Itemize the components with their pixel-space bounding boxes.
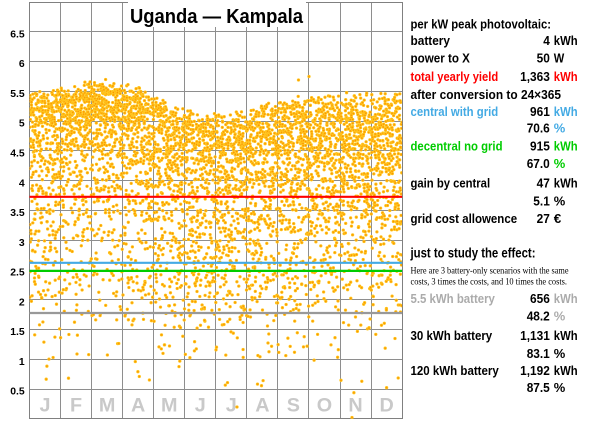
svg-text:4: 4 bbox=[19, 178, 25, 189]
svg-text:A: A bbox=[255, 395, 269, 417]
svg-text:5: 5 bbox=[19, 119, 25, 130]
svg-text:S: S bbox=[287, 395, 300, 417]
svg-text:N: N bbox=[348, 395, 362, 417]
svg-text:Uganda — Kampala: Uganda — Kampala bbox=[130, 6, 304, 28]
svg-text:0.5: 0.5 bbox=[10, 387, 25, 398]
svg-text:F: F bbox=[70, 395, 82, 417]
svg-text:M: M bbox=[99, 395, 115, 417]
svg-text:6: 6 bbox=[19, 59, 25, 70]
svg-text:O: O bbox=[317, 395, 332, 417]
svg-text:3.5: 3.5 bbox=[10, 208, 25, 219]
svg-text:1: 1 bbox=[19, 357, 25, 368]
svg-text:5.5: 5.5 bbox=[10, 89, 25, 100]
svg-text:M: M bbox=[161, 395, 177, 417]
svg-text:J: J bbox=[226, 395, 237, 417]
svg-text:A: A bbox=[131, 395, 145, 417]
svg-text:6.5: 6.5 bbox=[10, 29, 25, 40]
svg-text:3: 3 bbox=[19, 238, 25, 249]
svg-text:J: J bbox=[39, 395, 50, 417]
svg-text:J: J bbox=[195, 395, 206, 417]
svg-text:2.5: 2.5 bbox=[10, 268, 25, 279]
svg-text:D: D bbox=[379, 395, 393, 417]
svg-text:1.5: 1.5 bbox=[10, 327, 25, 338]
svg-text:2: 2 bbox=[19, 297, 25, 308]
svg-text:4.5: 4.5 bbox=[10, 149, 25, 160]
